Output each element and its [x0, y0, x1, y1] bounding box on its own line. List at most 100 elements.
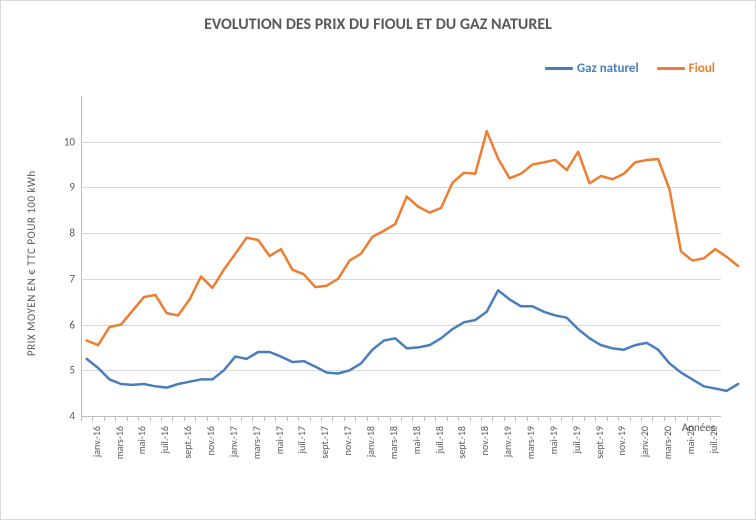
x-tick-mark: [641, 416, 642, 421]
x-tick-mark: [561, 416, 562, 421]
x-tick-mark: [504, 416, 505, 421]
legend-swatch-gaz: [545, 67, 573, 70]
x-tick-mark: [138, 416, 139, 421]
x-tick-label: mars-19: [524, 426, 537, 459]
legend-label-gaz: Gaz naturel: [577, 61, 639, 76]
x-tick-mark: [127, 416, 128, 421]
x-tick-mark: [355, 416, 356, 421]
x-tick-mark: [630, 416, 631, 421]
x-tick-mark: [275, 416, 276, 421]
x-tick-label: mai-17: [273, 426, 286, 454]
x-tick-label: mars-20: [661, 426, 674, 459]
x-tick-label: mai-19: [547, 426, 560, 454]
y-tick-label: 6: [47, 318, 75, 331]
x-tick-mark: [115, 416, 116, 421]
x-tick-label: juil.-17: [295, 426, 308, 453]
x-tick-label: juil.-18: [433, 426, 446, 453]
x-tick-mark: [390, 416, 391, 421]
x-tick-label: sept.-17: [318, 426, 331, 459]
y-tick-label: 8: [47, 227, 75, 240]
x-tick-mark: [172, 416, 173, 421]
x-tick-label: juil.-16: [158, 426, 171, 453]
x-tick-mark: [527, 416, 528, 421]
x-tick-mark: [550, 416, 551, 421]
x-tick-mark: [81, 416, 82, 421]
x-tick-mark: [515, 416, 516, 421]
y-axis-label: PRIX MOYEN EN € TTC POUR 100 kWh: [25, 170, 38, 356]
y-tick-label: 9: [47, 181, 75, 194]
x-tick-label: sept.-18: [455, 426, 468, 459]
x-tick-mark: [195, 416, 196, 421]
legend-item-gaz: Gaz naturel: [545, 61, 639, 76]
x-tick-label: janv.-20: [638, 426, 651, 457]
x-tick-label: juil.-19: [570, 426, 583, 453]
x-tick-mark: [470, 416, 471, 421]
x-tick-label: janv.-18: [364, 426, 377, 457]
chart-container: EVOLUTION DES PRIX DU FIOUL ET DU GAZ NA…: [0, 0, 756, 520]
x-tick-label: nov.-17: [341, 426, 354, 455]
chart-title: EVOLUTION DES PRIX DU FIOUL ET DU GAZ NA…: [1, 15, 755, 34]
x-tick-mark: [538, 416, 539, 421]
x-tick-mark: [298, 416, 299, 421]
x-tick-mark: [161, 416, 162, 421]
x-tick-label: janv.-17: [227, 426, 240, 457]
x-tick-label: janv.-16: [90, 426, 103, 457]
x-tick-label: nov.-16: [204, 426, 217, 455]
x-tick-mark: [218, 416, 219, 421]
x-tick-mark: [332, 416, 333, 421]
y-tick-label: 4: [47, 410, 75, 423]
x-tick-mark: [401, 416, 402, 421]
y-tick-label: 5: [47, 364, 75, 377]
x-tick-mark: [652, 416, 653, 421]
x-tick-label: juil.-20: [707, 426, 720, 453]
x-tick-mark: [104, 416, 105, 421]
x-tick-mark: [675, 416, 676, 421]
x-tick-mark: [595, 416, 596, 421]
legend-swatch-fioul: [657, 67, 685, 70]
x-tick-mark: [287, 416, 288, 421]
x-tick-label: mars-18: [387, 426, 400, 459]
x-tick-label: mars-16: [113, 426, 126, 459]
x-tick-mark: [618, 416, 619, 421]
x-tick-mark: [572, 416, 573, 421]
legend-label-fioul: Fioul: [689, 61, 715, 76]
x-tick-label: janv.-19: [501, 426, 514, 457]
x-tick-mark: [207, 416, 208, 421]
x-tick-label: nov.-18: [478, 426, 491, 455]
x-tick-label: nov.-19: [615, 426, 628, 455]
x-tick-mark: [458, 416, 459, 421]
x-tick-mark: [321, 416, 322, 421]
x-tick-mark: [92, 416, 93, 421]
x-tick-mark: [378, 416, 379, 421]
legend-item-fioul: Fioul: [657, 61, 715, 76]
x-tick-mark: [367, 416, 368, 421]
x-tick-mark: [424, 416, 425, 421]
x-tick-label: sept.-19: [593, 426, 606, 459]
legend: Gaz naturel Fioul: [545, 61, 715, 76]
x-tick-mark: [310, 416, 311, 421]
x-tick-mark: [344, 416, 345, 421]
x-tick-mark: [150, 416, 151, 421]
x-tick-mark: [710, 416, 711, 421]
x-tick-mark: [447, 416, 448, 421]
x-tick-mark: [607, 416, 608, 421]
x-tick-mark: [230, 416, 231, 421]
x-tick-mark: [481, 416, 482, 421]
x-tick-label: mars-17: [250, 426, 263, 459]
x-tick-mark: [698, 416, 699, 421]
series-lines: [81, 96, 721, 416]
x-tick-mark: [252, 416, 253, 421]
x-tick-label: mai-20: [684, 426, 697, 454]
x-tick-label: mai-18: [410, 426, 423, 454]
series-fioul: [87, 131, 738, 345]
x-tick-mark: [412, 416, 413, 421]
x-tick-mark: [264, 416, 265, 421]
x-tick-mark: [241, 416, 242, 421]
x-tick-label: sept.-16: [181, 426, 194, 459]
x-tick-mark: [492, 416, 493, 421]
x-tick-mark: [584, 416, 585, 421]
y-tick-label: 10: [47, 135, 75, 148]
x-tick-mark: [687, 416, 688, 421]
plot-area: [81, 96, 721, 416]
x-tick-mark: [435, 416, 436, 421]
